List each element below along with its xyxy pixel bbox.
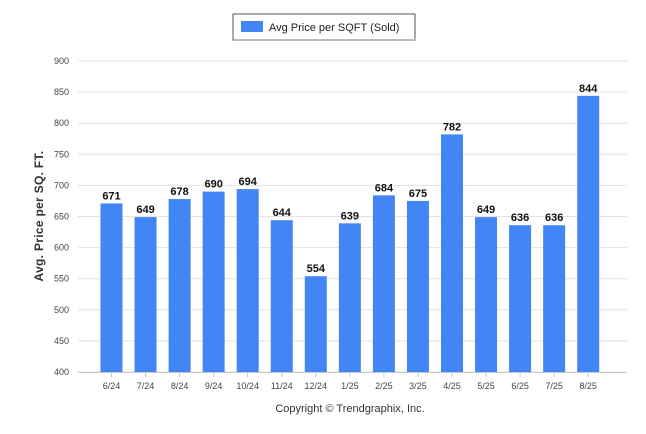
x-tick-label: 7/25 <box>545 381 563 391</box>
data-label: 782 <box>443 121 461 133</box>
bar <box>441 134 463 372</box>
y-tick-label: 400 <box>54 367 69 377</box>
legend-swatch <box>241 21 263 32</box>
bar <box>168 199 191 372</box>
bars <box>100 95 600 372</box>
y-tick-label: 800 <box>54 118 69 128</box>
data-label: 554 <box>307 263 326 275</box>
bar <box>270 220 293 372</box>
copyright-footer: Copyright © Trendgraphix, Inc. <box>275 403 424 415</box>
y-tick-label: 900 <box>54 56 69 66</box>
y-tick-label: 550 <box>54 274 69 284</box>
data-label: 639 <box>341 210 359 222</box>
data-label: 636 <box>545 212 563 224</box>
x-tick-label: 2/25 <box>375 381 393 391</box>
x-tick-label: 11/24 <box>271 381 293 391</box>
bar <box>543 225 566 372</box>
y-tick-label: 650 <box>54 212 69 222</box>
x-tick-label: 4/25 <box>443 381 461 391</box>
data-label: 636 <box>511 212 529 224</box>
legend-label: Avg Price per SQFT (Sold) <box>269 22 399 34</box>
x-tick-label: 5/25 <box>477 381 495 391</box>
data-label: 690 <box>204 179 222 191</box>
x-tick-label: 9/24 <box>205 381 223 391</box>
data-label: 644 <box>273 207 292 219</box>
data-label: 844 <box>579 83 598 95</box>
x-tick-label: 1/25 <box>341 381 359 391</box>
x-tick-label: 8/25 <box>579 381 597 391</box>
bar <box>338 223 361 372</box>
y-tick-label: 850 <box>54 87 69 97</box>
x-axis-ticks: 6/24 7/24 8/24 9/24 10/24 11/24 12/24 1/25 2/25 3… <box>103 372 597 391</box>
data-label: 684 <box>375 182 394 194</box>
y-tick-label: 750 <box>54 149 69 159</box>
y-tick-label: 700 <box>54 180 69 190</box>
y-tick-label: 450 <box>54 336 69 346</box>
x-tick-label: 12/24 <box>305 381 328 391</box>
x-tick-label: 8/24 <box>171 381 189 391</box>
data-label: 649 <box>477 204 495 216</box>
bar <box>100 203 123 372</box>
x-tick-label: 10/24 <box>236 381 259 391</box>
data-label: 675 <box>409 188 427 200</box>
y-axis-ticks: 400 450 500 550 600 650 700 750 800 850 900 <box>54 56 69 377</box>
y-axis-title: Avg. Price per SQ. FT. <box>32 151 46 282</box>
data-label: 694 <box>239 176 258 188</box>
bar <box>475 217 498 372</box>
bar <box>509 225 532 372</box>
x-tick-label: 7/24 <box>137 381 155 391</box>
legend-box <box>232 13 416 41</box>
bar <box>577 95 600 372</box>
data-label: 671 <box>102 190 120 202</box>
bar <box>236 189 259 372</box>
x-tick-label: 6/24 <box>103 381 121 391</box>
bar <box>406 200 429 372</box>
bar <box>372 195 395 372</box>
legend: Avg Price per SQFT (Sold) <box>232 13 416 41</box>
bar <box>134 217 157 372</box>
x-tick-label: 6/25 <box>511 381 529 391</box>
bar <box>202 191 225 372</box>
data-labels: 671 649 678 690 694 644 554 639 684 675 782 649 636 6… <box>102 83 598 275</box>
y-tick-label: 500 <box>54 305 69 315</box>
data-label: 678 <box>170 186 188 198</box>
data-label: 649 <box>136 204 154 216</box>
bar <box>304 276 327 372</box>
x-tick-label: 3/25 <box>409 381 427 391</box>
y-tick-label: 600 <box>54 243 69 253</box>
legend-shadow <box>234 39 416 41</box>
